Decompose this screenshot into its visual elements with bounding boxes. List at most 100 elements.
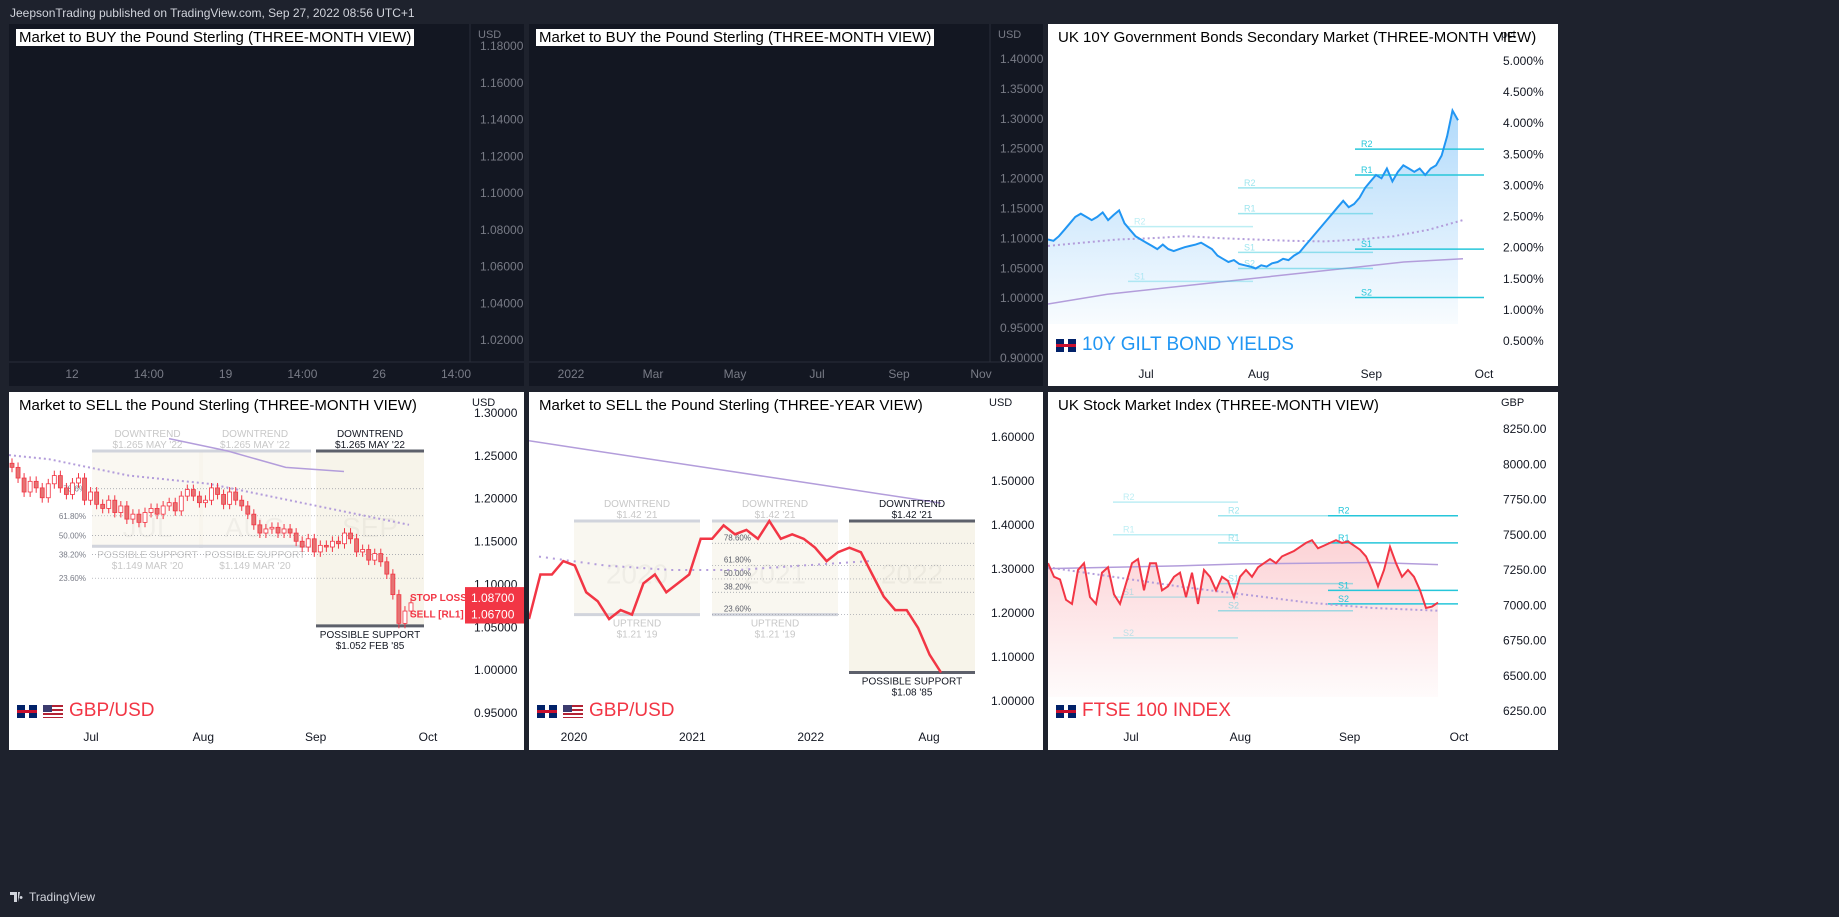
level-label: S1 [1134,271,1145,281]
y-tick-label: 1.12000 [480,149,524,163]
y-tick-label: 7500.00 [1503,528,1547,542]
candle-body [233,491,239,501]
y-tick-label: 5.000% [1503,54,1544,68]
y-tick-label: 1.50000 [991,474,1035,488]
x-tick-label: Sep [888,367,910,381]
y-tick-label: 6500.00 [1503,669,1547,683]
candle-body [64,487,69,495]
level-label: R1 [1123,525,1135,535]
candle-body [154,508,160,515]
candle-body [342,532,347,545]
moving-average-fast [1048,566,1439,612]
level-label: R2 [1361,139,1373,149]
chart-ftse100[interactable]: GBP 8250.00 8000.00 7750.00 7500.00 7250.00 70… [1048,392,1558,750]
candle-body [197,495,202,504]
zone-top-label: DOWNTREND [222,429,288,440]
candle-body [112,499,118,513]
candle-body [88,491,93,501]
x-tick-label: Jul [1123,730,1138,744]
footer: TradingView [10,890,95,904]
level-label: R1 [1338,533,1350,543]
zone-bottom-sublabel: $1.21 '19 [755,630,796,641]
candle-body [106,499,112,509]
fib-level-label: 38.20% [59,550,86,559]
candle-body [408,602,414,612]
chart-gilt-yields[interactable]: pct 5.000% 4.500% 4.000% 3.500% 3.000% 2.500% 2… [1048,24,1558,386]
x-tick-label: 26 [373,367,387,381]
level-label: R1 [1361,165,1373,175]
uk-flag-icon [537,704,557,718]
x-tick-label: 19 [219,367,233,381]
zone-top-label: DOWNTREND [879,499,945,510]
currency-label: USD [478,29,501,41]
uk-flag-icon [1056,338,1076,352]
footer-brand[interactable]: TradingView [29,890,96,904]
candle-body [142,512,148,523]
candle-body [305,538,311,548]
y-tick-label: 1.05000 [1000,261,1043,275]
panel-sell-3y: Market to SELL the Pound Sterling (THREE… [529,392,1043,750]
candle-body [330,540,335,548]
level-label: S2 [1338,594,1349,604]
order-marker-label: SELL [RL1] [410,610,464,621]
candle-body [172,502,178,512]
panel-ftse100: UK Stock Market Index (THREE-MONTH VIEW)… [1048,392,1558,750]
yield-area [1048,110,1458,324]
x-tick-label: Jul [83,730,98,744]
x-tick-label: 14:00 [134,367,164,381]
candle-body [76,477,81,484]
brand-label: 10Y GILT BOND YIELDS [1082,334,1294,355]
chart-buy-3m-b[interactable]: USD 1.40000 1.35000 1.30000 1.25000 1.20000 1.… [529,24,1043,386]
candle-body [354,538,359,553]
chart-title: UK Stock Market Index (THREE-MONTH VIEW) [1058,397,1379,414]
candle-body [366,549,372,561]
x-tick-label: Aug [1230,730,1251,744]
candle-body [372,553,378,561]
zone-top-sublabel: $1.42 '21 [892,510,933,521]
x-tick-label: Oct [419,730,438,744]
currency-label: GBP [1501,397,1524,409]
currency-label: pct [1501,29,1516,41]
zone-bottom-sublabel: $1.149 MAR '20 [219,561,291,572]
y-tick-label: 0.95000 [474,706,518,720]
candle-body [227,491,233,505]
trend-zone [92,450,203,547]
candle-body [384,561,390,575]
x-tick-label: 2022 [558,367,585,381]
zone-top-sublabel: $1.42 '21 [755,510,796,521]
y-tick-label: 1.30000 [1000,112,1043,126]
y-tick-label: 1.10000 [480,186,524,200]
candle-body [184,489,190,497]
us-flag-icon [43,704,63,718]
x-tick-label: Sep [1361,367,1383,381]
brand-label: FTSE 100 INDEX [1082,700,1231,721]
currency-label: USD [989,397,1012,409]
y-tick-label: 0.90000 [1000,351,1043,365]
currency-label: USD [472,397,495,409]
y-tick-label: 7750.00 [1503,493,1547,507]
chart-sell-3y[interactable]: USD 1.60000 1.50000 1.40000 1.30000 1.20000 1.… [529,392,1043,750]
y-tick-label: 1.05000 [474,620,518,634]
candle-body [257,524,263,534]
uk-flag-icon [17,704,37,718]
x-tick-label: 14:00 [441,367,471,381]
candle-body [178,495,184,512]
candle-body [21,477,27,493]
level-label: S1 [1244,242,1255,252]
fib-level-label: 50.00% [59,532,86,541]
y-tick-label: 1.20000 [474,492,518,506]
candle-body [33,480,39,489]
candle-body [378,553,384,563]
zone-bottom-sublabel: $1.052 FEB '85 [336,641,405,652]
fib-level-label: 61.80% [59,512,86,521]
zone-bottom-sublabel: $1.149 MAR '20 [112,561,184,572]
y-tick-label: 1.30000 [474,406,518,420]
zone-top-label: DOWNTREND [604,499,670,510]
y-tick-label: 1.000% [1503,303,1544,317]
chart-sell-3m[interactable]: USD1.300001.250001.200001.150001.100001.… [9,392,524,750]
candle-body [160,505,166,515]
index-area [1048,540,1438,697]
price-tag-value: 1.06700 [471,608,515,622]
x-tick-label: Mar [643,367,664,381]
